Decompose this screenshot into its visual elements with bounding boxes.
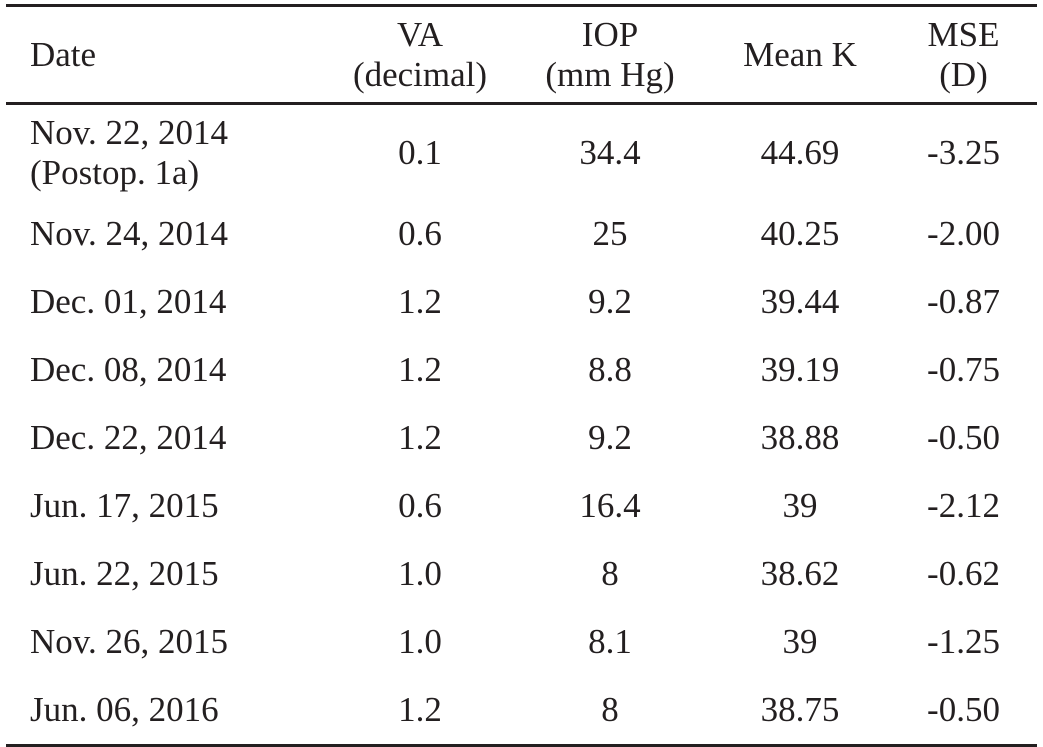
cell-mse: -3.25 [927, 132, 1000, 172]
cell-mse: -2.12 [927, 486, 1000, 525]
table-header: Date VA (decimal) IOP (mm Hg) Mean K MSE (D) [6, 5, 1037, 104]
cell-date: Dec. 08, 2014 [6, 336, 330, 404]
cell-iop: 9.2 [588, 282, 632, 321]
cell-mean-k: 38.88 [760, 418, 840, 457]
cell-va: 0.6 [398, 214, 442, 253]
date-text: Dec. 08, 2014 [30, 350, 227, 389]
cell-mean-k: 38.75 [760, 690, 840, 729]
column-header-text: Mean K [743, 34, 857, 74]
table-row: Dec. 22, 2014 1.2 9.2 38.88 -0.50 [6, 404, 1037, 472]
column-header-text: MSE [927, 14, 1000, 54]
cell-iop: 8.1 [588, 622, 632, 661]
date-text: Jun. 22, 2015 [30, 554, 219, 593]
clinical-data-table-container: Date VA (decimal) IOP (mm Hg) Mean K MSE (D) No… [6, 4, 1037, 747]
table-row: Dec. 01, 2014 1.2 9.2 39.44 -0.87 [6, 268, 1037, 336]
clinical-data-table: Date VA (decimal) IOP (mm Hg) Mean K MSE (D) No… [6, 4, 1037, 747]
cell-va: 0.6 [398, 486, 442, 525]
table-row: Nov. 26, 2015 1.0 8.1 39 -1.25 [6, 608, 1037, 676]
table-row: Jun. 17, 2015 0.6 16.4 39 -2.12 [6, 472, 1037, 540]
table-row: Dec. 08, 2014 1.2 8.8 39.19 -0.75 [6, 336, 1037, 404]
cell-mean-k: 38.62 [760, 554, 840, 593]
column-header-iop: IOP (mm Hg) [510, 6, 710, 104]
cell-iop: 8 [601, 554, 619, 593]
cell-mse: -2.00 [927, 214, 1000, 253]
cell-date: Nov. 22, 2014 (Postop. 1a) [6, 104, 330, 201]
cell-mse: -0.50 [927, 690, 1000, 729]
date-text: Nov. 26, 2015 [30, 622, 229, 661]
cell-iop: 8.8 [588, 350, 632, 389]
cell-va: 0.1 [398, 132, 442, 172]
cell-mse: -0.62 [927, 554, 1000, 593]
cell-va: 1.0 [398, 622, 442, 661]
cell-mse: -0.50 [927, 418, 1000, 457]
cell-va: 1.2 [398, 282, 442, 321]
column-header-text: (mm Hg) [545, 54, 675, 94]
table-row: Jun. 06, 2016 1.2 8 38.75 -0.50 [6, 676, 1037, 746]
column-header-text: (D) [939, 54, 988, 94]
table-body: Nov. 22, 2014 (Postop. 1a) 0.1 34.4 44.69 -3.… [6, 104, 1037, 746]
date-text: Nov. 22, 2014 [30, 112, 229, 152]
date-text: Dec. 22, 2014 [30, 418, 227, 457]
cell-mean-k: 39 [782, 622, 818, 661]
cell-date: Jun. 17, 2015 [6, 472, 330, 540]
cell-iop: 9.2 [588, 418, 632, 457]
column-header-mean-k: Mean K [710, 6, 890, 104]
cell-date: Jun. 06, 2016 [6, 676, 330, 746]
table-row: Nov. 24, 2014 0.6 25 40.25 -2.00 [6, 200, 1037, 268]
cell-date: Dec. 01, 2014 [6, 268, 330, 336]
cell-iop: 8 [601, 690, 619, 729]
cell-mean-k: 44.69 [760, 132, 840, 172]
cell-date: Jun. 22, 2015 [6, 540, 330, 608]
date-text: Nov. 24, 2014 [30, 214, 229, 253]
column-header-mse: MSE (D) [890, 6, 1037, 104]
table-row: Jun. 22, 2015 1.0 8 38.62 -0.62 [6, 540, 1037, 608]
date-text: Jun. 06, 2016 [30, 690, 219, 729]
column-header-text: Date [30, 34, 97, 74]
cell-mean-k: 39.19 [760, 350, 840, 389]
cell-mse: -0.87 [927, 282, 1000, 321]
cell-va: 1.2 [398, 690, 442, 729]
cell-mean-k: 39.44 [760, 282, 840, 321]
cell-va: 1.2 [398, 350, 442, 389]
cell-date: Dec. 22, 2014 [6, 404, 330, 472]
column-header-date: Date [6, 6, 330, 104]
table-row: Nov. 22, 2014 (Postop. 1a) 0.1 34.4 44.69 -3.… [6, 104, 1037, 201]
date-text: (Postop. 1a) [30, 152, 200, 192]
date-text: Dec. 01, 2014 [30, 282, 227, 321]
column-header-text: (decimal) [352, 54, 488, 94]
cell-mse: -0.75 [927, 350, 1000, 389]
cell-va: 1.2 [398, 418, 442, 457]
cell-iop: 16.4 [579, 486, 641, 525]
column-header-text: IOP [581, 14, 639, 54]
cell-mean-k: 40.25 [760, 214, 840, 253]
cell-date: Nov. 24, 2014 [6, 200, 330, 268]
date-text: Jun. 17, 2015 [30, 486, 219, 525]
cell-iop: 34.4 [579, 132, 641, 172]
cell-iop: 25 [592, 214, 628, 253]
cell-va: 1.0 [398, 554, 442, 593]
column-header-text: VA [396, 14, 444, 54]
cell-mean-k: 39 [782, 486, 818, 525]
header-row: Date VA (decimal) IOP (mm Hg) Mean K MSE (D) [6, 5, 1037, 104]
column-header-va: VA (decimal) [330, 6, 510, 104]
cell-date: Nov. 26, 2015 [6, 608, 330, 676]
cell-mse: -1.25 [927, 622, 1000, 661]
